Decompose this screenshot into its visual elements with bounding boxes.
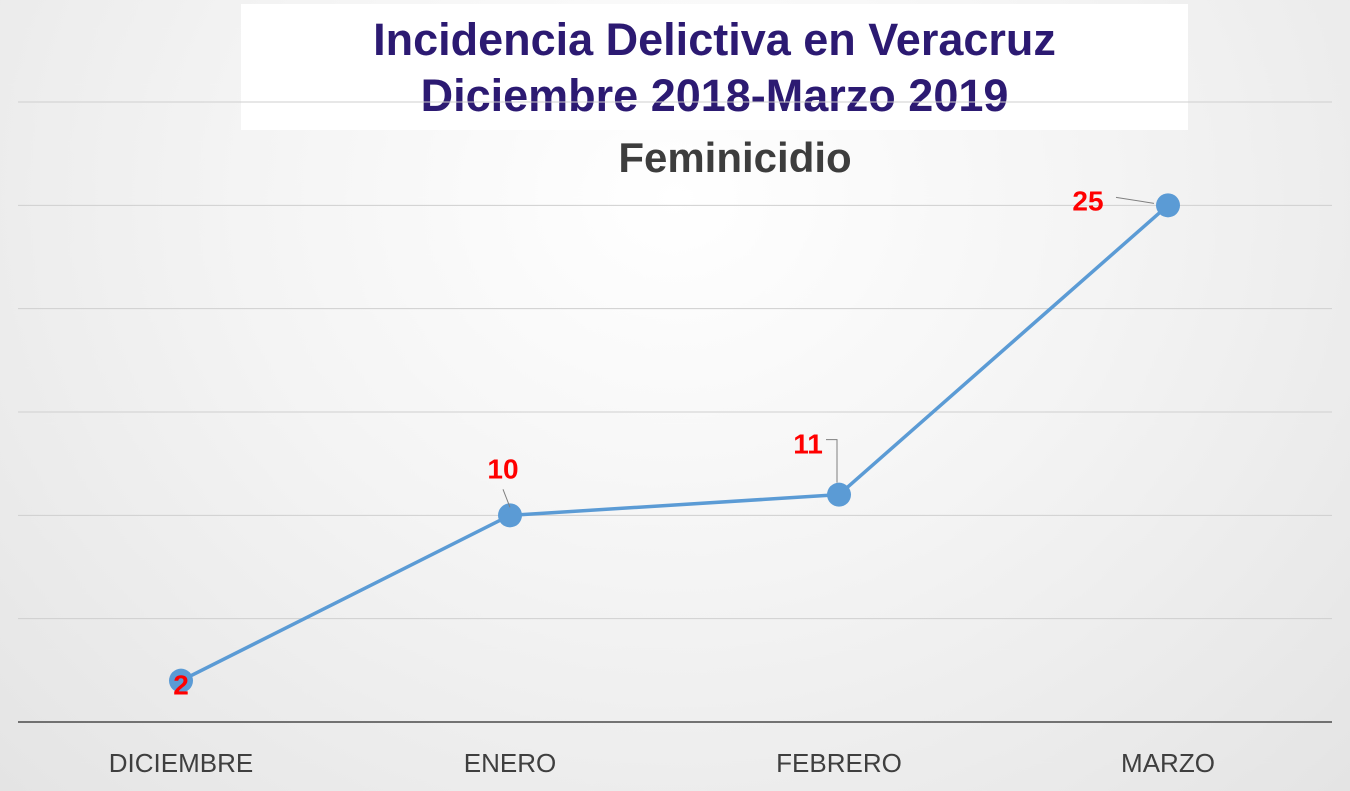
data-point — [498, 503, 522, 528]
category-labels: DICIEMBRE ENERO FEBRERO MARZO — [109, 748, 1215, 778]
leader-line — [502, 489, 511, 508]
leader-line — [826, 439, 838, 483]
category-label: DICIEMBRE — [109, 748, 253, 778]
gridlines — [18, 101, 1332, 620]
data-labels: 2 10 11 25 — [173, 185, 1155, 701]
category-label: ENERO — [464, 748, 556, 778]
data-label: 2 — [173, 670, 189, 701]
data-point — [1156, 193, 1180, 218]
data-label: 10 — [487, 453, 518, 484]
series — [169, 193, 1180, 693]
category-label: MARZO — [1121, 748, 1215, 778]
chart-subtitle: Feminicidio — [618, 134, 852, 181]
chart-title-line-1: Incidencia Delictiva en Veracruz — [373, 14, 1056, 65]
data-label: 11 — [793, 429, 823, 460]
chart-title-line-2: Diciembre 2018-Marzo 2019 — [420, 70, 1009, 121]
data-label: 25 — [1072, 185, 1103, 216]
leader-line — [1115, 196, 1155, 204]
data-point — [169, 668, 193, 693]
data-point — [827, 482, 851, 507]
category-label: FEBRERO — [776, 748, 902, 778]
series-line — [180, 204, 1170, 683]
chart-title-box: Incidencia Delictiva en Veracruz Diciemb… — [241, 4, 1188, 130]
